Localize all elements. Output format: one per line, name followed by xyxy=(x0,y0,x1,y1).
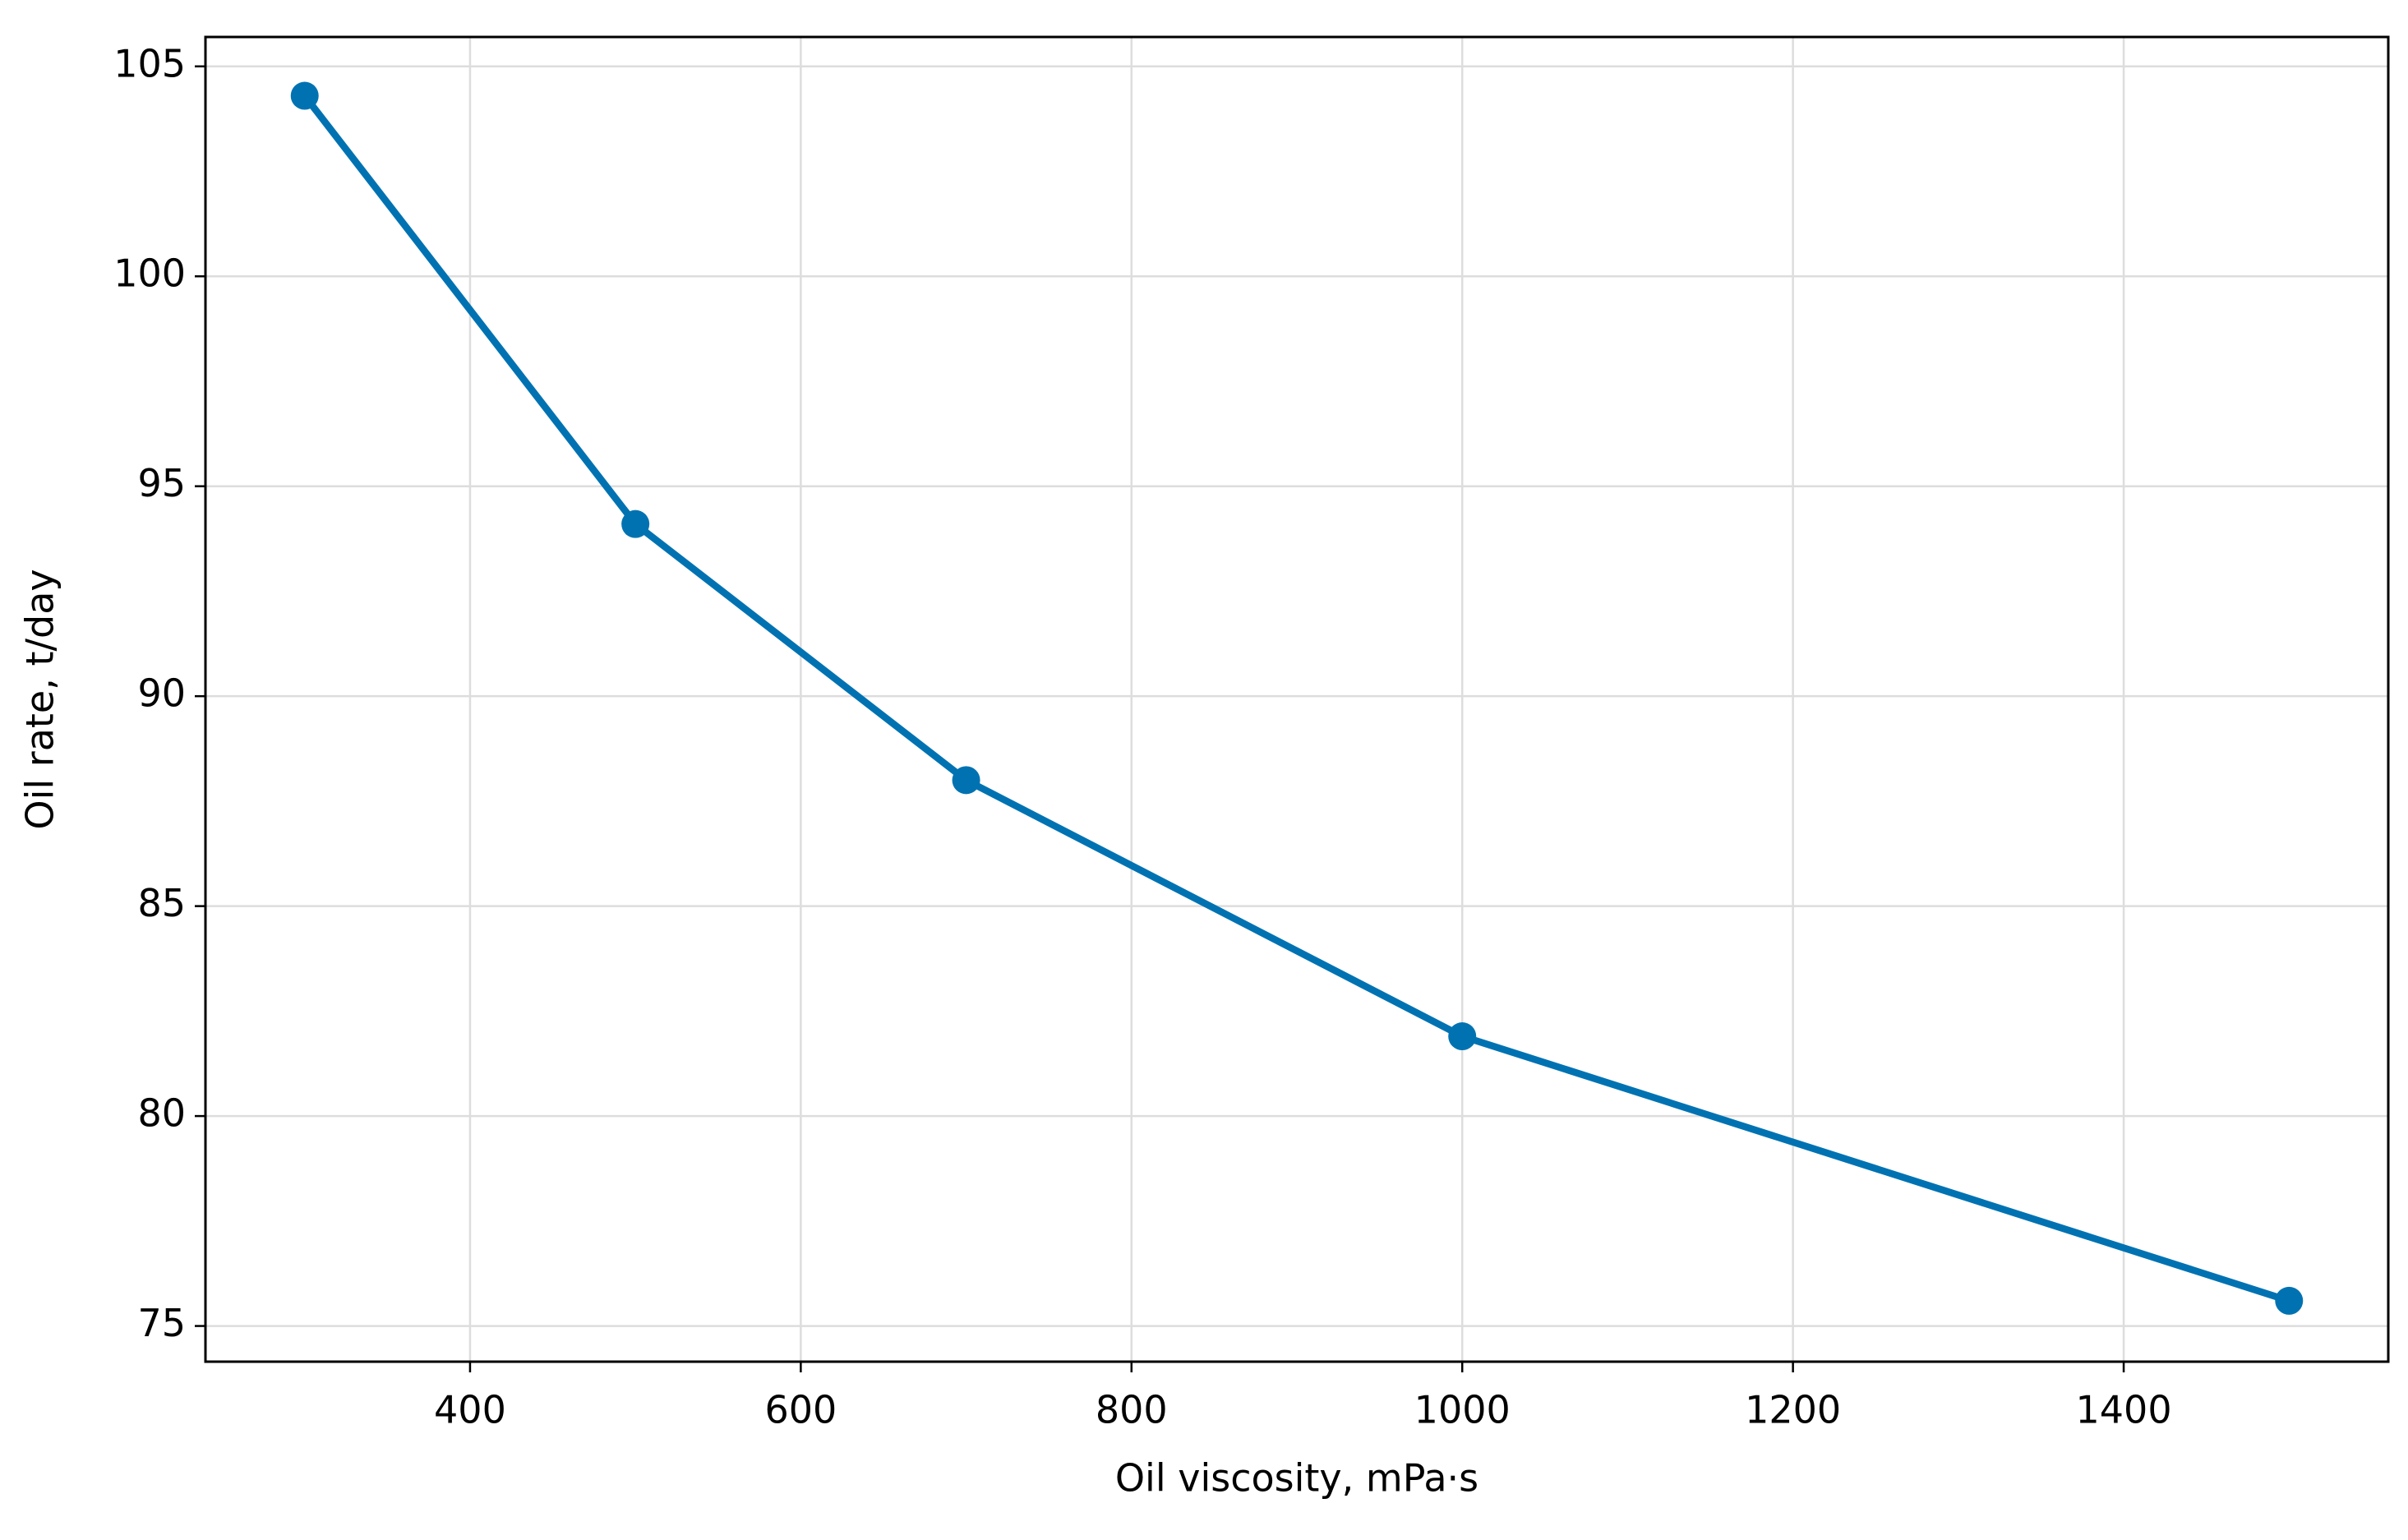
x-tick-label: 400 xyxy=(434,1388,506,1432)
y-tick-label: 85 xyxy=(137,881,186,925)
marker xyxy=(621,509,650,538)
x-tick-label: 600 xyxy=(764,1388,837,1432)
x-tick-label: 1400 xyxy=(2076,1388,2172,1432)
y-tick-label: 105 xyxy=(113,41,186,85)
marker xyxy=(290,81,319,110)
x-tick-label: 800 xyxy=(1096,1388,1168,1432)
y-tick-label: 90 xyxy=(137,671,186,716)
y-axis-label: Oil rate, t/day xyxy=(18,569,62,829)
marker xyxy=(1448,1022,1477,1051)
x-tick-label: 1000 xyxy=(1414,1388,1511,1432)
marker xyxy=(2275,1286,2304,1315)
marker xyxy=(952,766,980,795)
x-axis-label: Oil viscosity, mPa·s xyxy=(1115,1456,1478,1501)
plot-frame xyxy=(204,35,2390,1363)
x-tick-label: 1200 xyxy=(1745,1388,1841,1432)
y-tick-label: 75 xyxy=(137,1301,186,1345)
y-tick-label: 80 xyxy=(137,1091,186,1136)
y-tick-label: 100 xyxy=(113,251,186,296)
y-tick-label: 95 xyxy=(137,461,186,505)
